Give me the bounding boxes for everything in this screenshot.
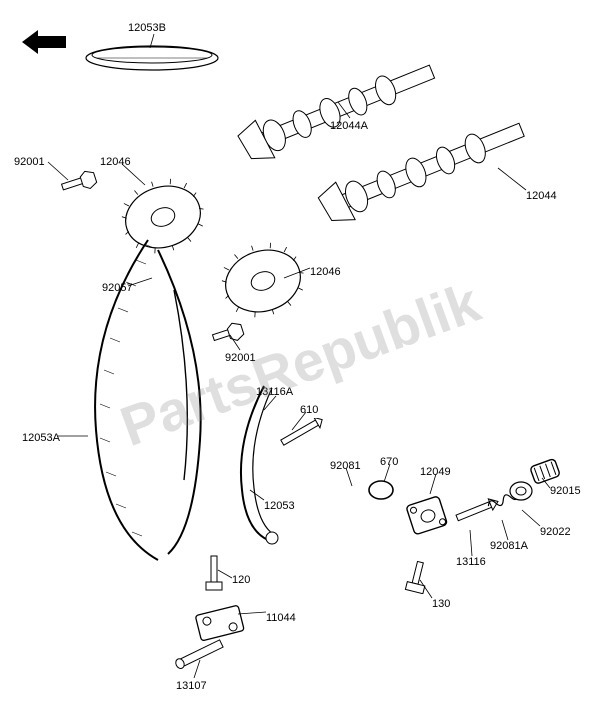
callout-12046: 12046 xyxy=(100,156,131,168)
callout-12046: 12046 xyxy=(310,266,341,278)
callout-12044: 12044 xyxy=(526,190,557,202)
callout-92001: 92001 xyxy=(225,352,256,364)
parts-diagram: 12053B 12044A 12044 92001 12046 12046 92057 920… xyxy=(0,0,600,727)
callout-92057: 92057 xyxy=(102,282,133,294)
callout-92015: 92015 xyxy=(550,485,581,497)
callout-130: 130 xyxy=(432,598,450,610)
callout-13107: 13107 xyxy=(176,680,207,692)
callout-11044: 11044 xyxy=(266,612,296,624)
callout-610: 610 xyxy=(300,404,318,416)
callout-670: 670 xyxy=(380,456,398,468)
callout-12044A: 12044A xyxy=(330,120,368,132)
callout-120: 120 xyxy=(232,574,250,586)
callout-12049: 12049 xyxy=(420,466,451,478)
callout-92081A: 92081A xyxy=(490,540,528,552)
leader-lines-layer xyxy=(0,0,600,727)
callout-92081: 92081 xyxy=(330,460,361,472)
callout-13116: 13116 xyxy=(456,556,486,568)
callout-92022: 92022 xyxy=(540,526,571,538)
callout-12053: 12053 xyxy=(264,500,295,512)
callout-92001: 92001 xyxy=(14,156,45,168)
callout-12053A: 12053A xyxy=(22,432,60,444)
callout-12053B: 12053B xyxy=(128,22,166,34)
callout-13116A: 13116A xyxy=(256,386,293,398)
